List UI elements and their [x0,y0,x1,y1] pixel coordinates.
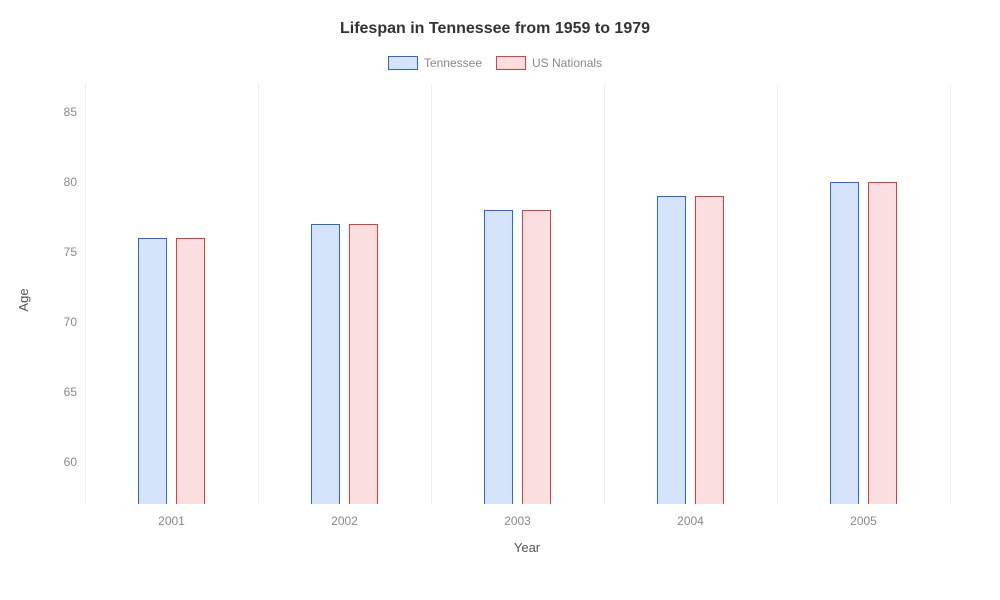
legend-label: Tennessee [424,56,482,70]
x-tick: 2001 [158,514,185,528]
bar [695,196,724,504]
y-axis-label: Age [16,288,31,311]
legend-item-tennessee: Tennessee [388,56,482,70]
bar [311,224,340,504]
y-tick: 75 [45,245,77,259]
y-tick: 65 [45,385,77,399]
legend-swatch-tennessee [388,56,418,70]
legend-swatch-us-nationals [496,56,526,70]
bar [657,196,686,504]
legend: Tennessee US Nationals [20,56,970,70]
plot-wrap: 60657075808520012002200320042005 [84,84,950,504]
grid-line [85,84,86,504]
bar [830,182,859,504]
grid-line [258,84,259,504]
x-tick: 2005 [850,514,877,528]
y-tick: 70 [45,315,77,329]
bar [522,210,551,504]
bar [484,210,513,504]
chart-container: Lifespan in Tennessee from 1959 to 1979 … [0,0,1000,600]
y-tick: 60 [45,455,77,469]
grid-line [950,84,951,504]
x-tick: 2003 [504,514,531,528]
bar [138,238,167,504]
y-tick: 85 [45,105,77,119]
grid-line [431,84,432,504]
bar [868,182,897,504]
bar [349,224,378,504]
plot-area: 60657075808520012002200320042005 [84,84,950,504]
x-tick: 2002 [331,514,358,528]
bar [176,238,205,504]
legend-label: US Nationals [532,56,602,70]
legend-item-us-nationals: US Nationals [496,56,602,70]
chart-title: Lifespan in Tennessee from 1959 to 1979 [20,20,970,38]
x-axis-label: Year [84,540,970,555]
grid-line [604,84,605,504]
y-tick: 80 [45,175,77,189]
x-tick: 2004 [677,514,704,528]
grid-line [777,84,778,504]
